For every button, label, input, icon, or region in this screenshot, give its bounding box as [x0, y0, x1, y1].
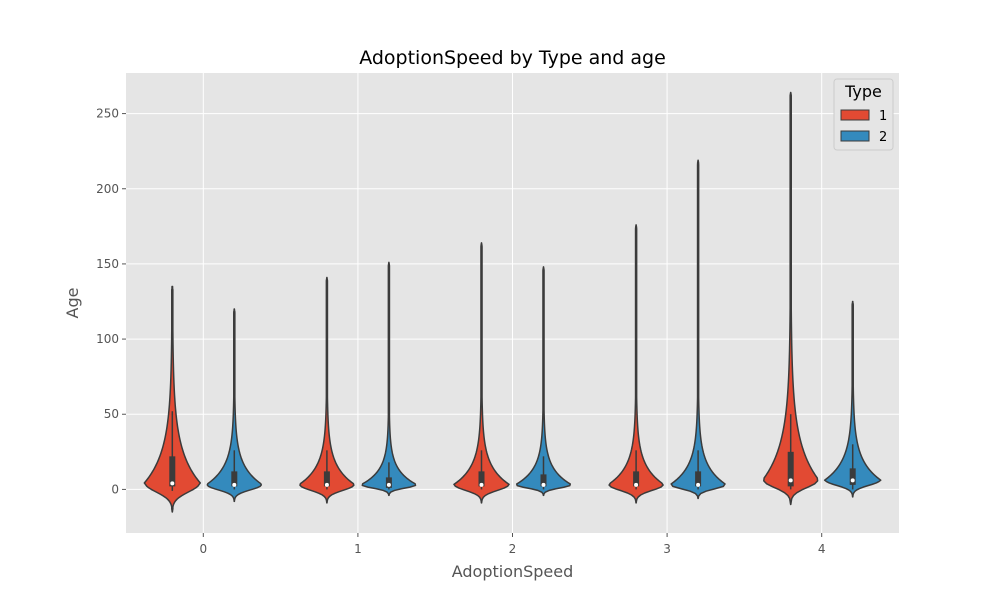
violin-iqr-box — [478, 471, 485, 487]
violin-median-dot — [541, 482, 546, 487]
legend-swatch-series-2 — [840, 130, 870, 142]
x-tick-label: 1 — [354, 542, 362, 556]
violin-type-1-speed-3 — [608, 224, 664, 504]
x-axis-label: AdoptionSpeed — [452, 562, 574, 581]
x-tick-label: 3 — [663, 542, 671, 556]
violin-median-dot — [324, 482, 329, 487]
y-tick-label: 50 — [104, 407, 119, 421]
violin-type-1-speed-1 — [299, 276, 355, 504]
violin-iqr-box — [385, 477, 392, 488]
violin-type-1-speed-4 — [763, 91, 819, 506]
violin-iqr-box — [323, 471, 330, 487]
y-tick-label: 150 — [96, 257, 119, 271]
legend-title: Type — [844, 82, 882, 101]
chart-title: AdoptionSpeed by Type and age — [359, 47, 666, 69]
violin-iqr-box — [787, 451, 794, 487]
violin-type-2-speed-0 — [206, 308, 263, 503]
y-tick-label: 0 — [111, 482, 119, 496]
violins-layer — [143, 91, 882, 513]
x-tick-label: 4 — [818, 542, 826, 556]
legend-label-series-2: 2 — [879, 130, 887, 145]
violin-iqr-box — [633, 471, 640, 487]
legend-swatch-series-1 — [840, 109, 870, 121]
violin-type-1-speed-2 — [453, 242, 510, 504]
violin-type-2-speed-1 — [361, 261, 417, 497]
violin-type-2-speed-2 — [515, 266, 572, 497]
violin-type-1-speed-0 — [143, 285, 202, 513]
violin-iqr-box — [695, 471, 702, 487]
violin-type-2-speed-4 — [823, 300, 882, 498]
y-axis: 0 50 100 150 200 250 — [96, 107, 126, 496]
violin-iqr-box — [540, 474, 547, 487]
violin-median-dot — [232, 482, 237, 487]
x-axis: 0 1 2 3 4 — [199, 533, 826, 556]
violin-median-dot — [386, 482, 391, 487]
legend: Type 1 2 — [833, 78, 894, 151]
violin-median-dot — [479, 482, 484, 487]
violin-median-dot — [850, 478, 855, 483]
violin-median-dot — [170, 481, 175, 486]
x-tick-label: 2 — [509, 542, 517, 556]
grid-lines — [126, 73, 899, 533]
violin-iqr-box — [169, 456, 176, 487]
violin-type-2-speed-3 — [670, 159, 726, 500]
y-axis-label: Age — [63, 288, 82, 319]
legend-label-series-1: 1 — [879, 109, 887, 124]
y-tick-label: 100 — [96, 332, 119, 346]
violin-median-dot — [788, 478, 793, 483]
y-tick-label: 250 — [96, 107, 119, 121]
violin-median-dot — [696, 482, 701, 487]
x-tick-label: 0 — [199, 542, 207, 556]
violin-iqr-box — [231, 471, 238, 487]
violin-iqr-box — [849, 468, 856, 485]
y-tick-label: 200 — [96, 182, 119, 196]
violin-median-dot — [634, 482, 639, 487]
